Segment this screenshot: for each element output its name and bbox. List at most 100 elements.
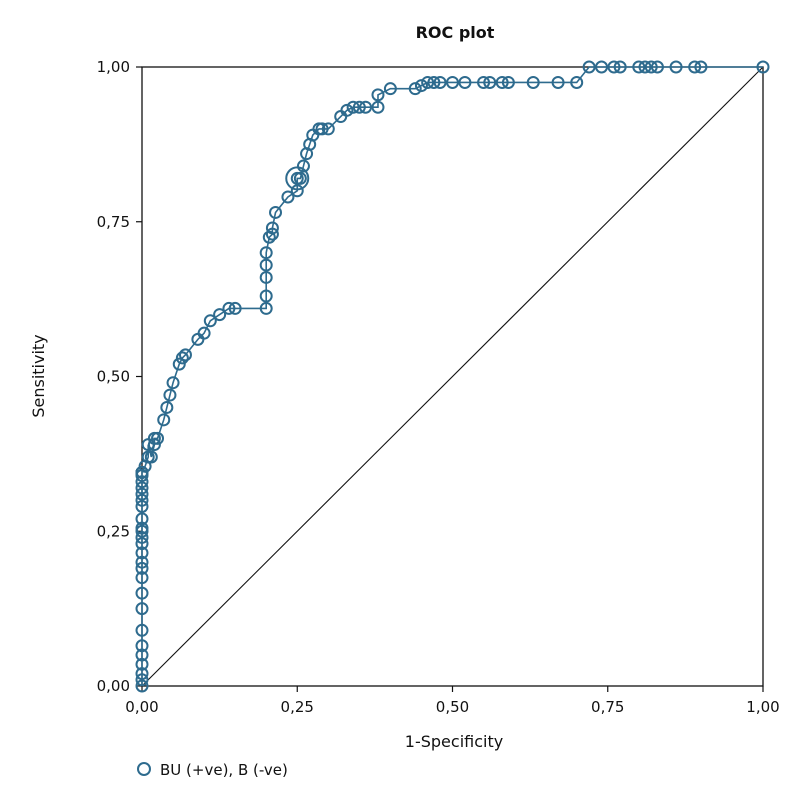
roc-point xyxy=(135,648,149,662)
roc-point xyxy=(135,530,149,544)
roc-point xyxy=(644,60,658,74)
legend-marker-icon xyxy=(137,762,151,776)
roc-point xyxy=(371,88,385,102)
roc-point xyxy=(135,537,149,551)
roc-point xyxy=(501,75,515,89)
roc-point xyxy=(321,122,335,136)
roc-point xyxy=(408,82,422,96)
roc-point xyxy=(269,205,283,219)
roc-point xyxy=(135,623,149,637)
roc-point xyxy=(688,60,702,74)
roc-point xyxy=(359,100,373,114)
y-axis-title: Sensitivity xyxy=(29,334,48,417)
roc-point xyxy=(477,75,491,89)
roc-point xyxy=(265,221,279,235)
roc-point xyxy=(433,75,447,89)
roc-point xyxy=(172,357,186,371)
x-axis-title: 1-Specificity xyxy=(405,732,503,751)
roc-point xyxy=(135,586,149,600)
roc-point xyxy=(135,679,149,693)
roc-point xyxy=(135,546,149,560)
roc-point xyxy=(135,602,149,616)
roc-point xyxy=(570,75,584,89)
roc-point xyxy=(151,431,165,445)
x-tick-label: 0,00 xyxy=(125,698,158,716)
y-tick-label: 0,25 xyxy=(97,522,130,540)
roc-point xyxy=(551,75,565,89)
roc-point xyxy=(259,301,273,315)
roc-point xyxy=(526,75,540,89)
roc-point xyxy=(414,79,428,93)
roc-point xyxy=(135,481,149,495)
roc-point xyxy=(756,60,770,74)
roc-point xyxy=(213,308,227,322)
roc-point xyxy=(340,103,354,117)
x-tick-label: 0,25 xyxy=(281,698,314,716)
roc-point xyxy=(203,314,217,328)
x-tick-label: 0,75 xyxy=(591,698,624,716)
y-tick-label: 1,00 xyxy=(97,58,130,76)
roc-point xyxy=(135,673,149,687)
x-axis-ticks: 0,00 0,25 0,50 0,75 1,00 xyxy=(125,686,780,716)
roc-point xyxy=(582,60,596,74)
roc-point xyxy=(446,75,459,89)
roc-point xyxy=(427,75,441,89)
roc-point xyxy=(135,499,149,513)
roc-point xyxy=(135,639,149,653)
optimal-cutoff-ring xyxy=(285,166,310,191)
roc-point xyxy=(458,75,472,89)
x-tick-label: 0,50 xyxy=(436,698,469,716)
roc-point xyxy=(135,555,149,569)
roc-point xyxy=(421,75,435,89)
roc-point xyxy=(495,75,509,89)
roc-point xyxy=(144,450,158,464)
roc-point xyxy=(315,122,329,136)
roc-point xyxy=(135,493,149,507)
optimal-cutoff-marker xyxy=(285,166,310,191)
roc-point xyxy=(650,60,664,74)
x-tick-label: 1,00 xyxy=(746,698,779,716)
roc-point xyxy=(135,571,149,585)
legend-label: BU (+ve), B (-ve) xyxy=(160,761,288,779)
roc-point xyxy=(163,388,177,402)
roc-curve-markers xyxy=(135,60,770,693)
roc-point xyxy=(228,301,242,315)
roc-point xyxy=(178,348,192,362)
roc-point xyxy=(135,521,149,535)
roc-point xyxy=(694,60,708,74)
legend: BU (+ve), B (-ve) xyxy=(137,761,288,779)
roc-point xyxy=(197,326,211,340)
roc-point xyxy=(166,376,180,390)
roc-point xyxy=(160,400,174,414)
roc-point xyxy=(222,301,236,315)
roc-point xyxy=(157,413,171,427)
reference-diagonal xyxy=(141,66,764,687)
y-axis-ticks: 0,00 0,25 0,50 0,75 1,00 xyxy=(97,58,142,695)
roc-point xyxy=(296,159,310,173)
roc-point xyxy=(281,190,295,204)
roc-point xyxy=(290,184,304,198)
roc-point xyxy=(135,475,149,489)
roc-point xyxy=(371,100,385,114)
roc-point xyxy=(259,270,273,284)
roc-point xyxy=(607,60,621,74)
roc-point xyxy=(259,289,273,303)
roc-point xyxy=(135,512,149,526)
roc-point xyxy=(638,60,652,74)
y-tick-label: 0,00 xyxy=(97,677,130,695)
roc-point xyxy=(293,171,307,185)
roc-point xyxy=(632,60,646,74)
chart-title: ROC plot xyxy=(416,23,495,42)
roc-point xyxy=(135,657,149,671)
roc-point xyxy=(265,227,279,241)
roc-point xyxy=(259,258,273,272)
roc-point xyxy=(135,561,149,575)
roc-point xyxy=(483,75,497,89)
roc-point xyxy=(147,438,161,452)
roc-point xyxy=(613,60,627,74)
y-tick-label: 0,75 xyxy=(97,213,130,231)
roc-point xyxy=(669,60,683,74)
roc-point xyxy=(346,100,360,114)
roc-point xyxy=(383,82,397,96)
